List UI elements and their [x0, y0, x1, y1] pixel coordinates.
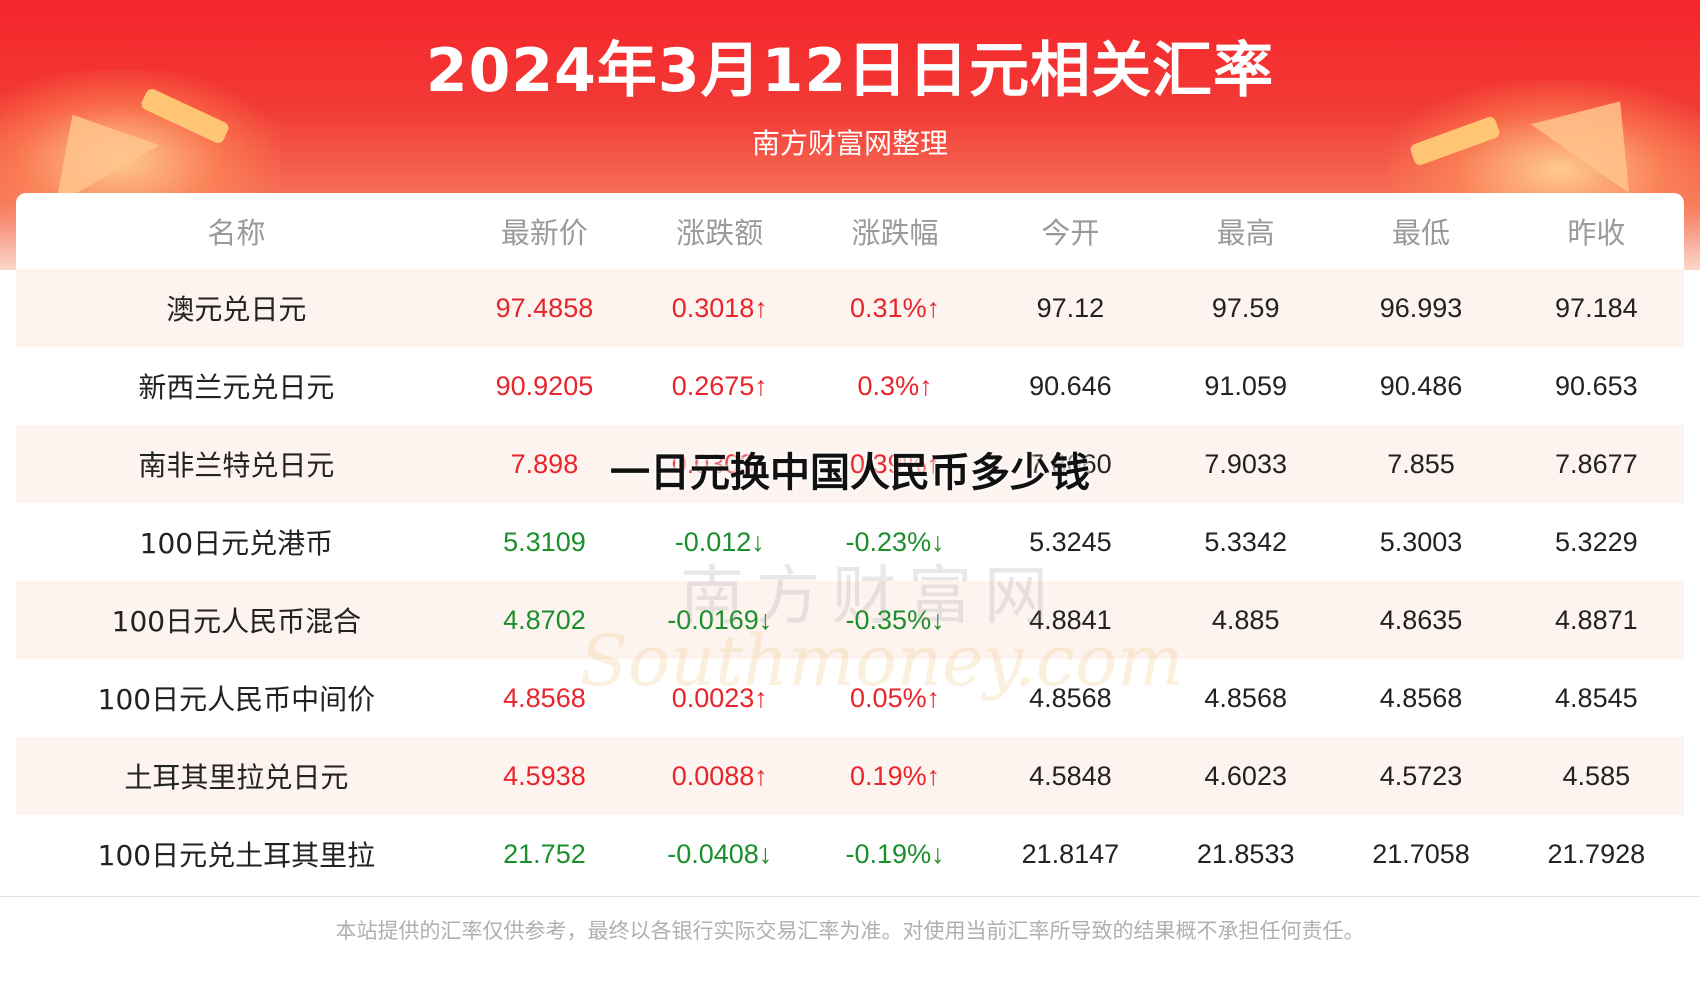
cell-latest: 90.9205 — [456, 347, 633, 425]
cell-high: 4.8568 — [1158, 659, 1334, 737]
cell-prev: 4.585 — [1508, 737, 1684, 815]
cell-high: 91.059 — [1158, 347, 1334, 425]
rates-table: 名称 最新价 涨跌额 涨跌幅 今开 最高 最低 昨收 澳元兑日元 97.4858 0… — [16, 193, 1684, 893]
cell-low: 5.3003 — [1333, 503, 1509, 581]
table-header-row: 名称 最新价 涨跌额 涨跌幅 今开 最高 最低 昨收 — [16, 193, 1684, 269]
cell-high: 21.8533 — [1158, 815, 1334, 893]
cell-open: 7.8660 — [982, 425, 1159, 503]
cell-low: 96.993 — [1333, 269, 1509, 347]
overlay-caption: 一日元换中国人民币多少钱 — [610, 450, 1090, 496]
cell-change: 0.0088↑ — [632, 737, 808, 815]
pair-name-cell: 澳元兑日元 — [16, 269, 457, 347]
cell-latest: 5.3109 — [456, 503, 633, 581]
column-header: 今开 — [1041, 216, 1100, 250]
column-header: 涨跌幅 — [851, 216, 939, 250]
table-row: 澳元兑日元 97.4858 0.3018↑ 0.31%↑ 97.12 97.59 96.99… — [16, 269, 1684, 347]
cell-open: 97.12 — [982, 269, 1159, 347]
pair-name-cell: 100日元兑土耳其里拉 — [16, 815, 457, 893]
column-header: 最高 — [1216, 216, 1275, 250]
cell-low: 90.486 — [1333, 347, 1509, 425]
cell-prev: 4.8545 — [1508, 659, 1684, 737]
cell-high: 97.59 — [1158, 269, 1334, 347]
table-row: 新西兰元兑日元 90.9205 0.2675↑ 0.3%↑ 90.646 91.059 90… — [16, 347, 1684, 425]
rates-table-card: 名称 最新价 涨跌额 涨跌幅 今开 最高 最低 昨收 澳元兑日元 97.4858 0… — [16, 193, 1684, 896]
cell-change: 0.3018↑ — [632, 269, 808, 347]
cell-pct: 0.3%↑ — [807, 347, 983, 425]
pair-name-cell: 新西兰元兑日元 — [16, 347, 457, 425]
cell-low: 4.5723 — [1333, 737, 1509, 815]
cell-high: 5.3342 — [1158, 503, 1334, 581]
cell-latest: 97.4858 — [456, 269, 633, 347]
cell-high: 4.6023 — [1158, 737, 1334, 815]
cell-change: -0.0408↓ — [632, 815, 808, 893]
cell-latest: 7.898 — [456, 425, 633, 503]
cell-low: 4.8635 — [1333, 581, 1509, 659]
table-row: 100日元兑土耳其里拉 21.752 -0.0408↓ -0.19%↓ 21.8147 2… — [16, 815, 1684, 893]
cell-low: 7.855 — [1333, 425, 1509, 503]
column-header: 最低 — [1391, 216, 1450, 250]
column-header: 最新价 — [500, 216, 588, 250]
table-row: 100日元人民币混合 4.8702 -0.0169↓ -0.35%↓ 4.8841 4.8… — [16, 581, 1684, 659]
cell-high: 4.885 — [1158, 581, 1334, 659]
cell-prev: 97.184 — [1508, 269, 1684, 347]
cell-change: 0.0023↑ — [632, 659, 808, 737]
footer-disclaimer: 本站提供的汇率仅供参考，最终以各银行实际交易汇率为准。对使用当前汇率所导致的结果… — [335, 919, 1365, 943]
cell-pct: 0.39%↑ — [807, 425, 983, 503]
cell-low: 4.8568 — [1333, 659, 1509, 737]
cell-open: 5.3245 — [982, 503, 1159, 581]
cell-change: 0.0303↑ — [632, 425, 808, 503]
cell-pct: -0.19%↓ — [807, 815, 983, 893]
cell-prev: 7.8677 — [1508, 425, 1684, 503]
cell-open: 90.646 — [982, 347, 1159, 425]
cell-high: 7.9033 — [1158, 425, 1334, 503]
cell-prev: 4.8871 — [1508, 581, 1684, 659]
cell-latest: 4.8702 — [456, 581, 633, 659]
pair-name-cell: 土耳其里拉兑日元 — [16, 737, 457, 815]
cell-open: 4.8568 — [982, 659, 1159, 737]
cell-pct: -0.35%↓ — [807, 581, 983, 659]
divider — [0, 896, 1700, 897]
table-row: 南非兰特兑日元 7.898 0.0303↑ 0.39%↑ 7.8660 7.9033 7.8… — [16, 425, 1684, 503]
cell-change: 0.2675↑ — [632, 347, 808, 425]
pair-name-cell: 南非兰特兑日元 — [16, 425, 457, 503]
table-row: 100日元人民币中间价 4.8568 0.0023↑ 0.05%↑ 4.8568 4.85… — [16, 659, 1684, 737]
page-title: 2024年3月12日日元相关汇率 — [425, 36, 1275, 106]
cell-change: -0.0169↓ — [632, 581, 808, 659]
cell-open: 4.8841 — [982, 581, 1159, 659]
table-row: 100日元兑港币 5.3109 -0.012↓ -0.23%↓ 5.3245 5.3342… — [16, 503, 1684, 581]
cell-open: 4.5848 — [982, 737, 1159, 815]
cell-pct: 0.31%↑ — [807, 269, 983, 347]
table-row: 土耳其里拉兑日元 4.5938 0.0088↑ 0.19%↑ 4.5848 4.6023 4… — [16, 737, 1684, 815]
cell-pct: -0.23%↓ — [807, 503, 983, 581]
pair-name-cell: 100日元人民币中间价 — [16, 659, 457, 737]
cell-change: -0.012↓ — [632, 503, 808, 581]
cell-open: 21.8147 — [982, 815, 1159, 893]
cell-low: 21.7058 — [1333, 815, 1509, 893]
cell-latest: 4.5938 — [456, 737, 633, 815]
cell-latest: 4.8568 — [456, 659, 633, 737]
cell-pct: 0.05%↑ — [807, 659, 983, 737]
cell-prev: 21.7928 — [1508, 815, 1684, 893]
column-header: 涨跌额 — [676, 216, 764, 250]
pair-name-cell: 100日元人民币混合 — [16, 581, 457, 659]
cell-pct: 0.19%↑ — [807, 737, 983, 815]
cell-latest: 21.752 — [456, 815, 633, 893]
cell-prev: 90.653 — [1508, 347, 1684, 425]
column-header: 名称 — [207, 216, 266, 250]
column-header: 昨收 — [1567, 216, 1626, 250]
pair-name-cell: 100日元兑港币 — [16, 503, 457, 581]
cell-prev: 5.3229 — [1508, 503, 1684, 581]
page-subtitle: 南方财富网整理 — [751, 127, 948, 160]
table-body: 澳元兑日元 97.4858 0.3018↑ 0.31%↑ 97.12 97.59 96.99… — [16, 269, 1684, 893]
